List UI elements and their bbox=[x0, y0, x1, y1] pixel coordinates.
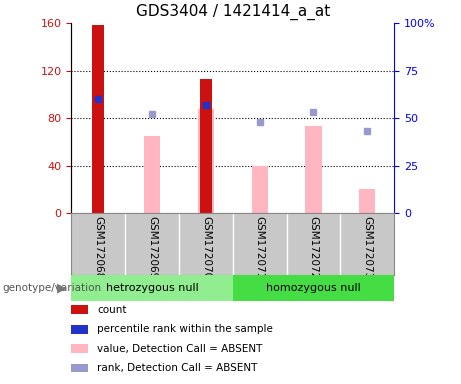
Text: GSM172070: GSM172070 bbox=[201, 216, 211, 279]
Bar bbox=[359, 189, 375, 213]
Bar bbox=[71, 364, 88, 372]
Text: genotype/variation: genotype/variation bbox=[2, 283, 101, 293]
Bar bbox=[92, 25, 104, 213]
Bar bbox=[305, 126, 321, 213]
Text: rank, Detection Call = ABSENT: rank, Detection Call = ABSENT bbox=[97, 363, 258, 373]
Text: percentile rank within the sample: percentile rank within the sample bbox=[97, 324, 273, 334]
Text: homozygous null: homozygous null bbox=[266, 283, 361, 293]
Text: GSM172069: GSM172069 bbox=[147, 216, 157, 280]
Text: GSM172068: GSM172068 bbox=[93, 216, 103, 280]
Title: GDS3404 / 1421414_a_at: GDS3404 / 1421414_a_at bbox=[136, 4, 330, 20]
Bar bbox=[71, 344, 88, 353]
Bar bbox=[144, 136, 160, 213]
Bar bbox=[252, 166, 268, 213]
Text: hetrozygous null: hetrozygous null bbox=[106, 283, 199, 293]
Text: count: count bbox=[97, 305, 127, 315]
Text: GSM172071: GSM172071 bbox=[254, 216, 265, 280]
Text: GSM172073: GSM172073 bbox=[362, 216, 372, 280]
Bar bbox=[233, 275, 394, 301]
Text: ▶: ▶ bbox=[58, 281, 67, 295]
Bar bbox=[71, 325, 88, 334]
Bar bbox=[200, 79, 212, 213]
Bar bbox=[71, 275, 233, 301]
Text: value, Detection Call = ABSENT: value, Detection Call = ABSENT bbox=[97, 344, 263, 354]
Text: GSM172072: GSM172072 bbox=[308, 216, 319, 280]
Bar bbox=[71, 305, 88, 314]
Bar bbox=[198, 109, 214, 213]
